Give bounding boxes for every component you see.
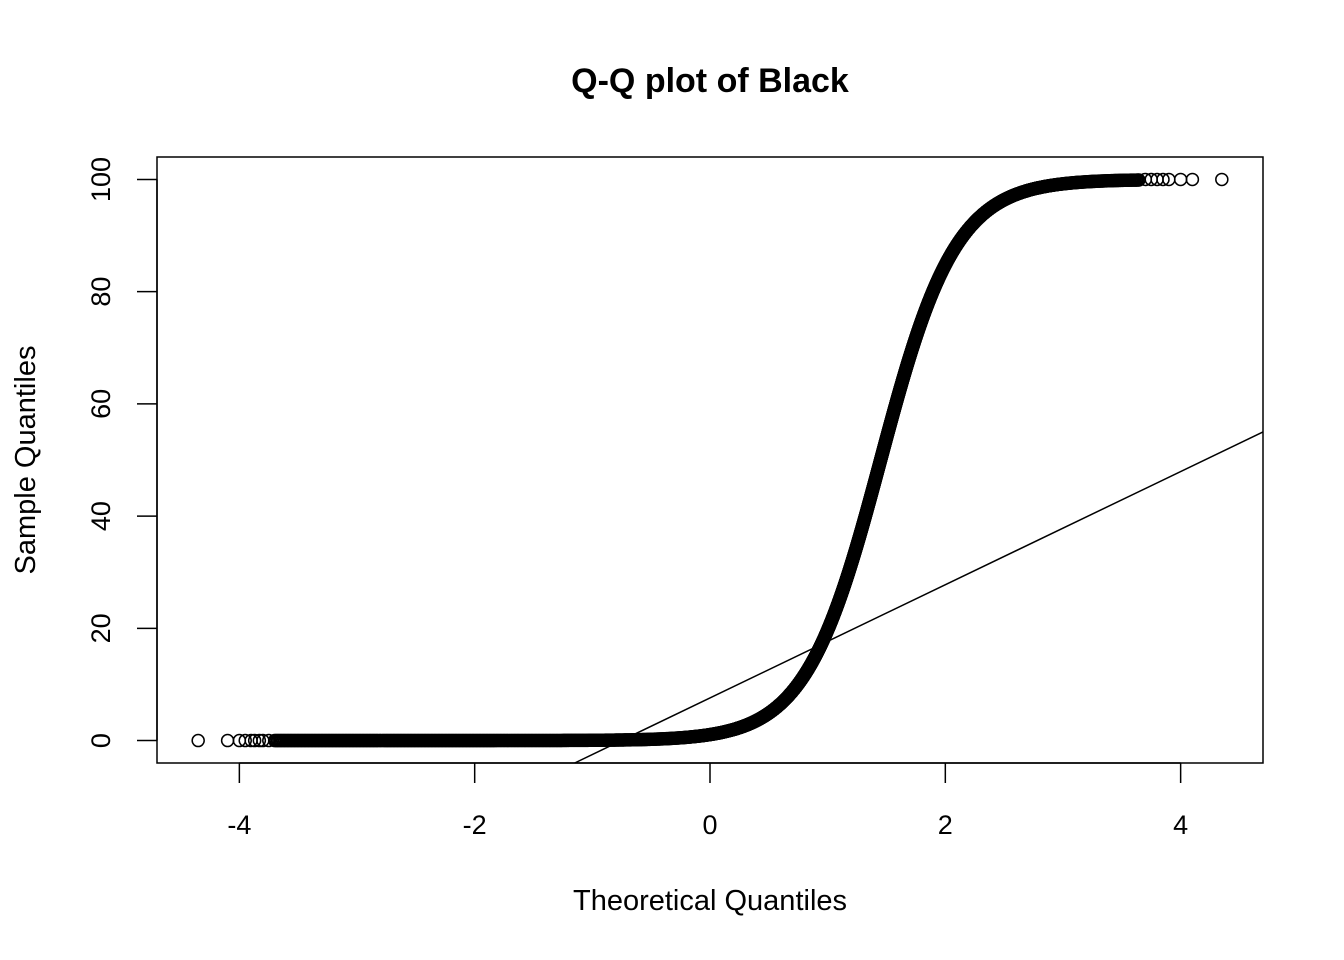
y-tick-label: 40	[86, 501, 116, 531]
y-tick-label: 60	[86, 389, 116, 419]
qq-line	[574, 431, 1264, 764]
y-tick-label: 20	[86, 613, 116, 643]
data-point	[1185, 172, 1200, 187]
data-point	[252, 733, 267, 748]
data-point	[1215, 172, 1229, 187]
data-point	[191, 733, 205, 748]
x-tick-label: 2	[938, 810, 953, 840]
x-axis: -4 -2 0 2 4	[227, 762, 1188, 840]
data-point	[247, 733, 262, 748]
data-point	[220, 733, 235, 748]
data-point	[1173, 172, 1188, 187]
data-point	[1132, 173, 1146, 187]
x-axis-label: Theoretical Quantiles	[573, 885, 847, 917]
data-point	[1156, 172, 1170, 187]
data-points	[191, 172, 1229, 748]
y-axis: 0 20 40 60 80 100	[86, 157, 158, 748]
chart-title: Q-Q plot of Black	[571, 62, 849, 100]
y-axis-label: Sample Quantiles	[10, 346, 42, 575]
y-tick-label: 80	[86, 277, 116, 307]
x-tick-label: 0	[702, 810, 717, 840]
y-tick-label: 100	[86, 157, 116, 202]
x-tick-label: -2	[463, 810, 487, 840]
qq-reference-line	[574, 431, 1264, 764]
data-point	[238, 733, 252, 748]
x-tick-label: -4	[227, 810, 251, 840]
y-tick-label: 0	[86, 733, 116, 748]
plot-frame	[156, 156, 1264, 764]
x-tick-label: 4	[1173, 810, 1188, 840]
